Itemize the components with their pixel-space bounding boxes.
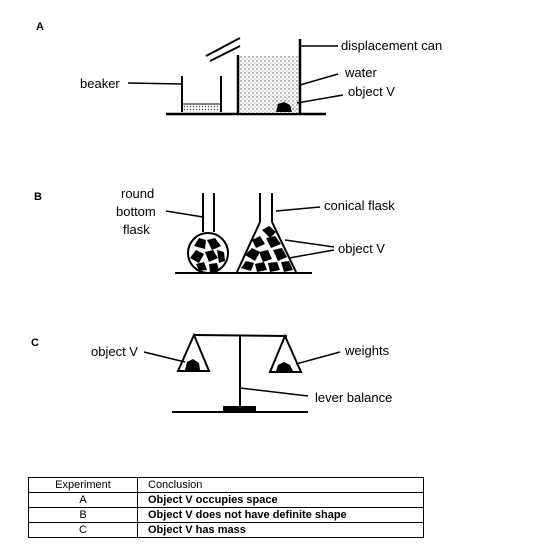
section-b: B	[34, 186, 395, 274]
experiment-diagram: A displacement can water object V beaker…	[31, 21, 442, 413]
section-c-letter: C	[31, 337, 39, 349]
table-row: C Object V has mass	[28, 522, 424, 538]
label-displacement-can: displacement can	[341, 38, 442, 53]
right-pan	[268, 333, 303, 373]
label-lever-balance: lever balance	[315, 390, 392, 405]
label-object-v-c: object V	[91, 344, 138, 359]
object-v-a	[276, 102, 292, 112]
label-object-v-a: object V	[348, 84, 395, 99]
table-row: B Object V does not have definite shape	[28, 507, 424, 523]
label-object-v-b: object V	[338, 241, 385, 256]
weights	[276, 362, 293, 371]
conical-flask	[236, 193, 297, 273]
label-beaker: beaker	[80, 76, 120, 91]
cell-experiment: A	[28, 492, 138, 508]
cell-experiment: B	[28, 507, 138, 523]
table-header-row: Experiment Conclusion	[28, 477, 424, 493]
header-experiment: Experiment	[28, 477, 138, 493]
label-round-3: flask	[123, 222, 150, 237]
spout	[205, 37, 241, 57]
label-round-2: bottom	[116, 204, 156, 219]
section-a: A displacement can water object V beaker	[36, 21, 442, 116]
left-pan	[176, 332, 211, 372]
round-bottom-flask	[187, 193, 229, 274]
section-c: C object V weights lever balance	[31, 332, 392, 413]
lever-balance	[176, 332, 303, 406]
header-conclusion: Conclusion	[137, 477, 424, 493]
cell-conclusion: Object V has mass	[137, 522, 424, 538]
water	[239, 56, 299, 113]
label-conical-flask: conical flask	[324, 198, 395, 213]
table-row: A Object V occupies space	[28, 492, 424, 508]
section-a-letter: A	[36, 21, 44, 33]
balance-base	[223, 406, 256, 412]
label-water: water	[344, 65, 377, 80]
conclusion-table: Experiment Conclusion A Object V occupie…	[28, 477, 424, 538]
label-weights: weights	[344, 343, 390, 358]
section-b-letter: B	[34, 191, 42, 203]
cell-conclusion: Object V does not have definite shape	[137, 507, 424, 523]
cell-experiment: C	[28, 522, 138, 538]
label-round-1: round	[121, 186, 154, 201]
cell-conclusion: Object V occupies space	[137, 492, 424, 508]
object-v-c	[185, 359, 200, 370]
